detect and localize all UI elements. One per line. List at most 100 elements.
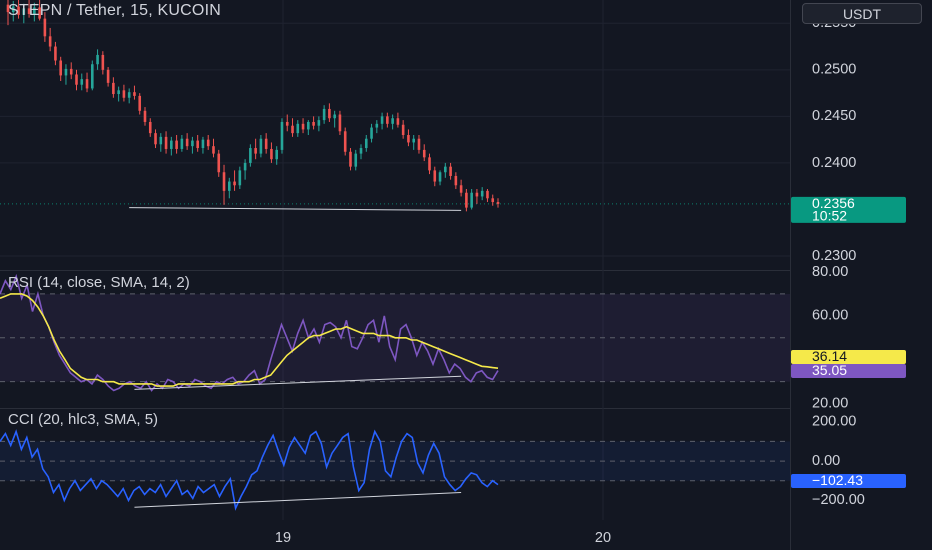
candle-body <box>328 108 331 119</box>
last-price-value: 0.2356 <box>812 195 855 211</box>
candle-body <box>396 118 400 125</box>
candle-body <box>480 190 484 197</box>
candle-body <box>212 146 215 154</box>
rsi-line <box>0 273 499 392</box>
candle-body <box>201 139 205 149</box>
candle-body <box>496 202 500 204</box>
candle-body <box>217 153 221 173</box>
candle-body <box>412 138 415 143</box>
candle-body <box>122 90 126 98</box>
candle-body <box>185 138 189 147</box>
candle-body <box>312 121 315 126</box>
candle-body <box>422 149 426 158</box>
candle-body <box>322 108 326 121</box>
price-tick-label: 0.2500 <box>812 62 856 78</box>
grid-layer <box>0 0 791 550</box>
candle-body <box>101 54 105 70</box>
candle-body <box>48 36 52 47</box>
candle-body <box>407 135 410 143</box>
candle-body <box>296 123 300 134</box>
price-trendline <box>129 207 462 211</box>
cci-indicator-title[interactable]: CCI (20, hlc3, SMA, 5) <box>8 411 159 428</box>
rsi-value-tag <box>791 350 906 364</box>
candle-body <box>75 74 78 85</box>
cci-value-label: −102.43 <box>812 472 863 488</box>
candle-body <box>338 114 342 132</box>
candle-body <box>444 166 447 173</box>
candle-body <box>143 110 147 122</box>
candle-body <box>54 46 57 61</box>
candle-body <box>459 185 463 193</box>
price-tick-label: 0.2400 <box>812 155 856 171</box>
rsi-tick-label: 80.00 <box>812 264 848 280</box>
candle-body <box>227 181 231 191</box>
rsi-value-label: 36.14 <box>812 348 847 364</box>
candle-body <box>164 136 168 149</box>
candle-body <box>11 6 15 13</box>
candle-body <box>196 140 199 149</box>
candle-body <box>354 153 358 167</box>
cci-trendline <box>134 492 462 508</box>
candle-body <box>191 140 194 147</box>
candle-body <box>38 7 41 19</box>
candle-body <box>96 54 99 65</box>
candle-body <box>233 181 236 186</box>
candle-body <box>428 157 431 171</box>
candle-body <box>206 139 210 147</box>
candle-body <box>280 121 284 150</box>
candle-body <box>364 138 368 149</box>
candle-body <box>254 148 257 154</box>
candle-body <box>154 133 157 145</box>
candle-body <box>91 64 94 89</box>
rsi-tick-label: 60.00 <box>812 308 848 324</box>
cci-tick-label: −200.00 <box>812 492 865 508</box>
candle-body <box>285 121 289 126</box>
candle-body <box>438 172 442 182</box>
candle-body <box>370 127 373 139</box>
cci-tick-label: 0.00 <box>812 453 840 469</box>
candle-body <box>117 90 120 95</box>
symbol-title[interactable]: STEPN / Tether, 15, KUCOIN <box>8 2 221 19</box>
currency-button[interactable]: USDT <box>802 3 922 24</box>
rsi-indicator-title[interactable]: RSI (14, close, SMA, 14, 2) <box>8 274 190 291</box>
rsi-pane[interactable] <box>0 273 790 392</box>
cci-line <box>0 429 499 511</box>
candle-body <box>454 175 458 186</box>
candle-body <box>307 121 310 130</box>
candle-body <box>433 170 437 182</box>
candle-body <box>133 92 136 96</box>
candle-body <box>17 6 20 15</box>
cci-value-tag <box>791 474 906 488</box>
candle-body <box>127 92 131 98</box>
time-tick-label: 20 <box>595 530 611 546</box>
rsi-tick-label: 20.00 <box>812 395 848 411</box>
rsi-ma-line <box>0 293 499 387</box>
candle-body <box>380 116 384 124</box>
candle-body <box>6 4 10 13</box>
candle-body <box>270 148 273 160</box>
price-axis[interactable]: 0.25500.25000.24500.24000.230080.0060.00… <box>275 15 906 546</box>
candle-body <box>27 8 31 14</box>
candle-body <box>159 136 163 145</box>
candle-body <box>417 138 421 150</box>
candle-body <box>343 131 347 152</box>
cci-tick-label: 200.00 <box>812 414 856 430</box>
candle-body <box>112 82 115 95</box>
candle-body <box>317 120 321 126</box>
time-tick-label: 19 <box>275 530 291 546</box>
cci-pane[interactable] <box>0 429 790 511</box>
candle-body <box>259 138 263 154</box>
bar-countdown: 10:52 <box>812 208 847 224</box>
candle-body <box>69 68 73 75</box>
candle-body <box>180 138 184 149</box>
candle-body <box>33 7 36 14</box>
candle-body <box>85 79 89 89</box>
candle-body <box>148 121 152 134</box>
candle-body <box>475 192 479 197</box>
price-pane[interactable] <box>0 0 790 257</box>
candle-body <box>359 148 363 154</box>
candle-body <box>291 125 294 134</box>
candle-body <box>43 18 47 37</box>
candle-body <box>138 95 142 111</box>
